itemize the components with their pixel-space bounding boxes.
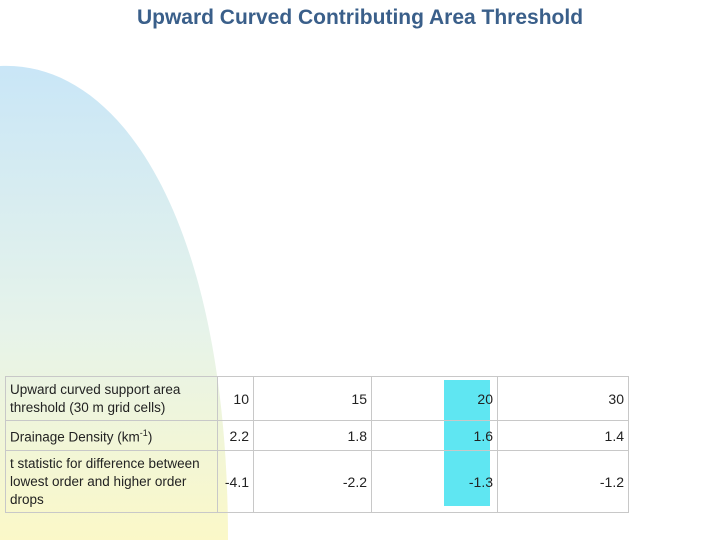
table-cell: -1.3 [371, 450, 498, 513]
row-label-threshold: Upward curved support area threshold (30… [5, 376, 218, 421]
slide-title: Upward Curved Contributing Area Threshol… [136, 6, 584, 29]
table-cell: 15 [253, 376, 372, 421]
label-text: Drainage Density (km [10, 429, 140, 445]
table-row: Upward curved support area threshold (30… [5, 376, 629, 421]
table-cell: 1.4 [497, 420, 629, 451]
table-row: Drainage Density (km-1) 2.2 1.8 1.6 1.4 [5, 420, 629, 451]
label-superscript: -1 [139, 428, 148, 439]
table-cell: -4.1 [217, 450, 254, 513]
table-cell: 2.2 [217, 420, 254, 451]
table-cell: -1.2 [497, 450, 629, 513]
table-cell: 1.6 [371, 420, 498, 451]
row-label-t-statistic: t statistic for difference between lowes… [5, 450, 218, 513]
label-text-end: ) [147, 429, 153, 445]
table-cell: -2.2 [253, 450, 372, 513]
row-label-drainage-density: Drainage Density (km-1) [5, 420, 218, 451]
table-cell: 30 [497, 376, 629, 421]
table-cell: 1.8 [253, 420, 372, 451]
data-table: Upward curved support area threshold (30… [5, 376, 629, 513]
table-cell: 20 [371, 376, 498, 421]
table-cell: 10 [217, 376, 254, 421]
table-row: t statistic for difference between lowes… [5, 450, 629, 513]
